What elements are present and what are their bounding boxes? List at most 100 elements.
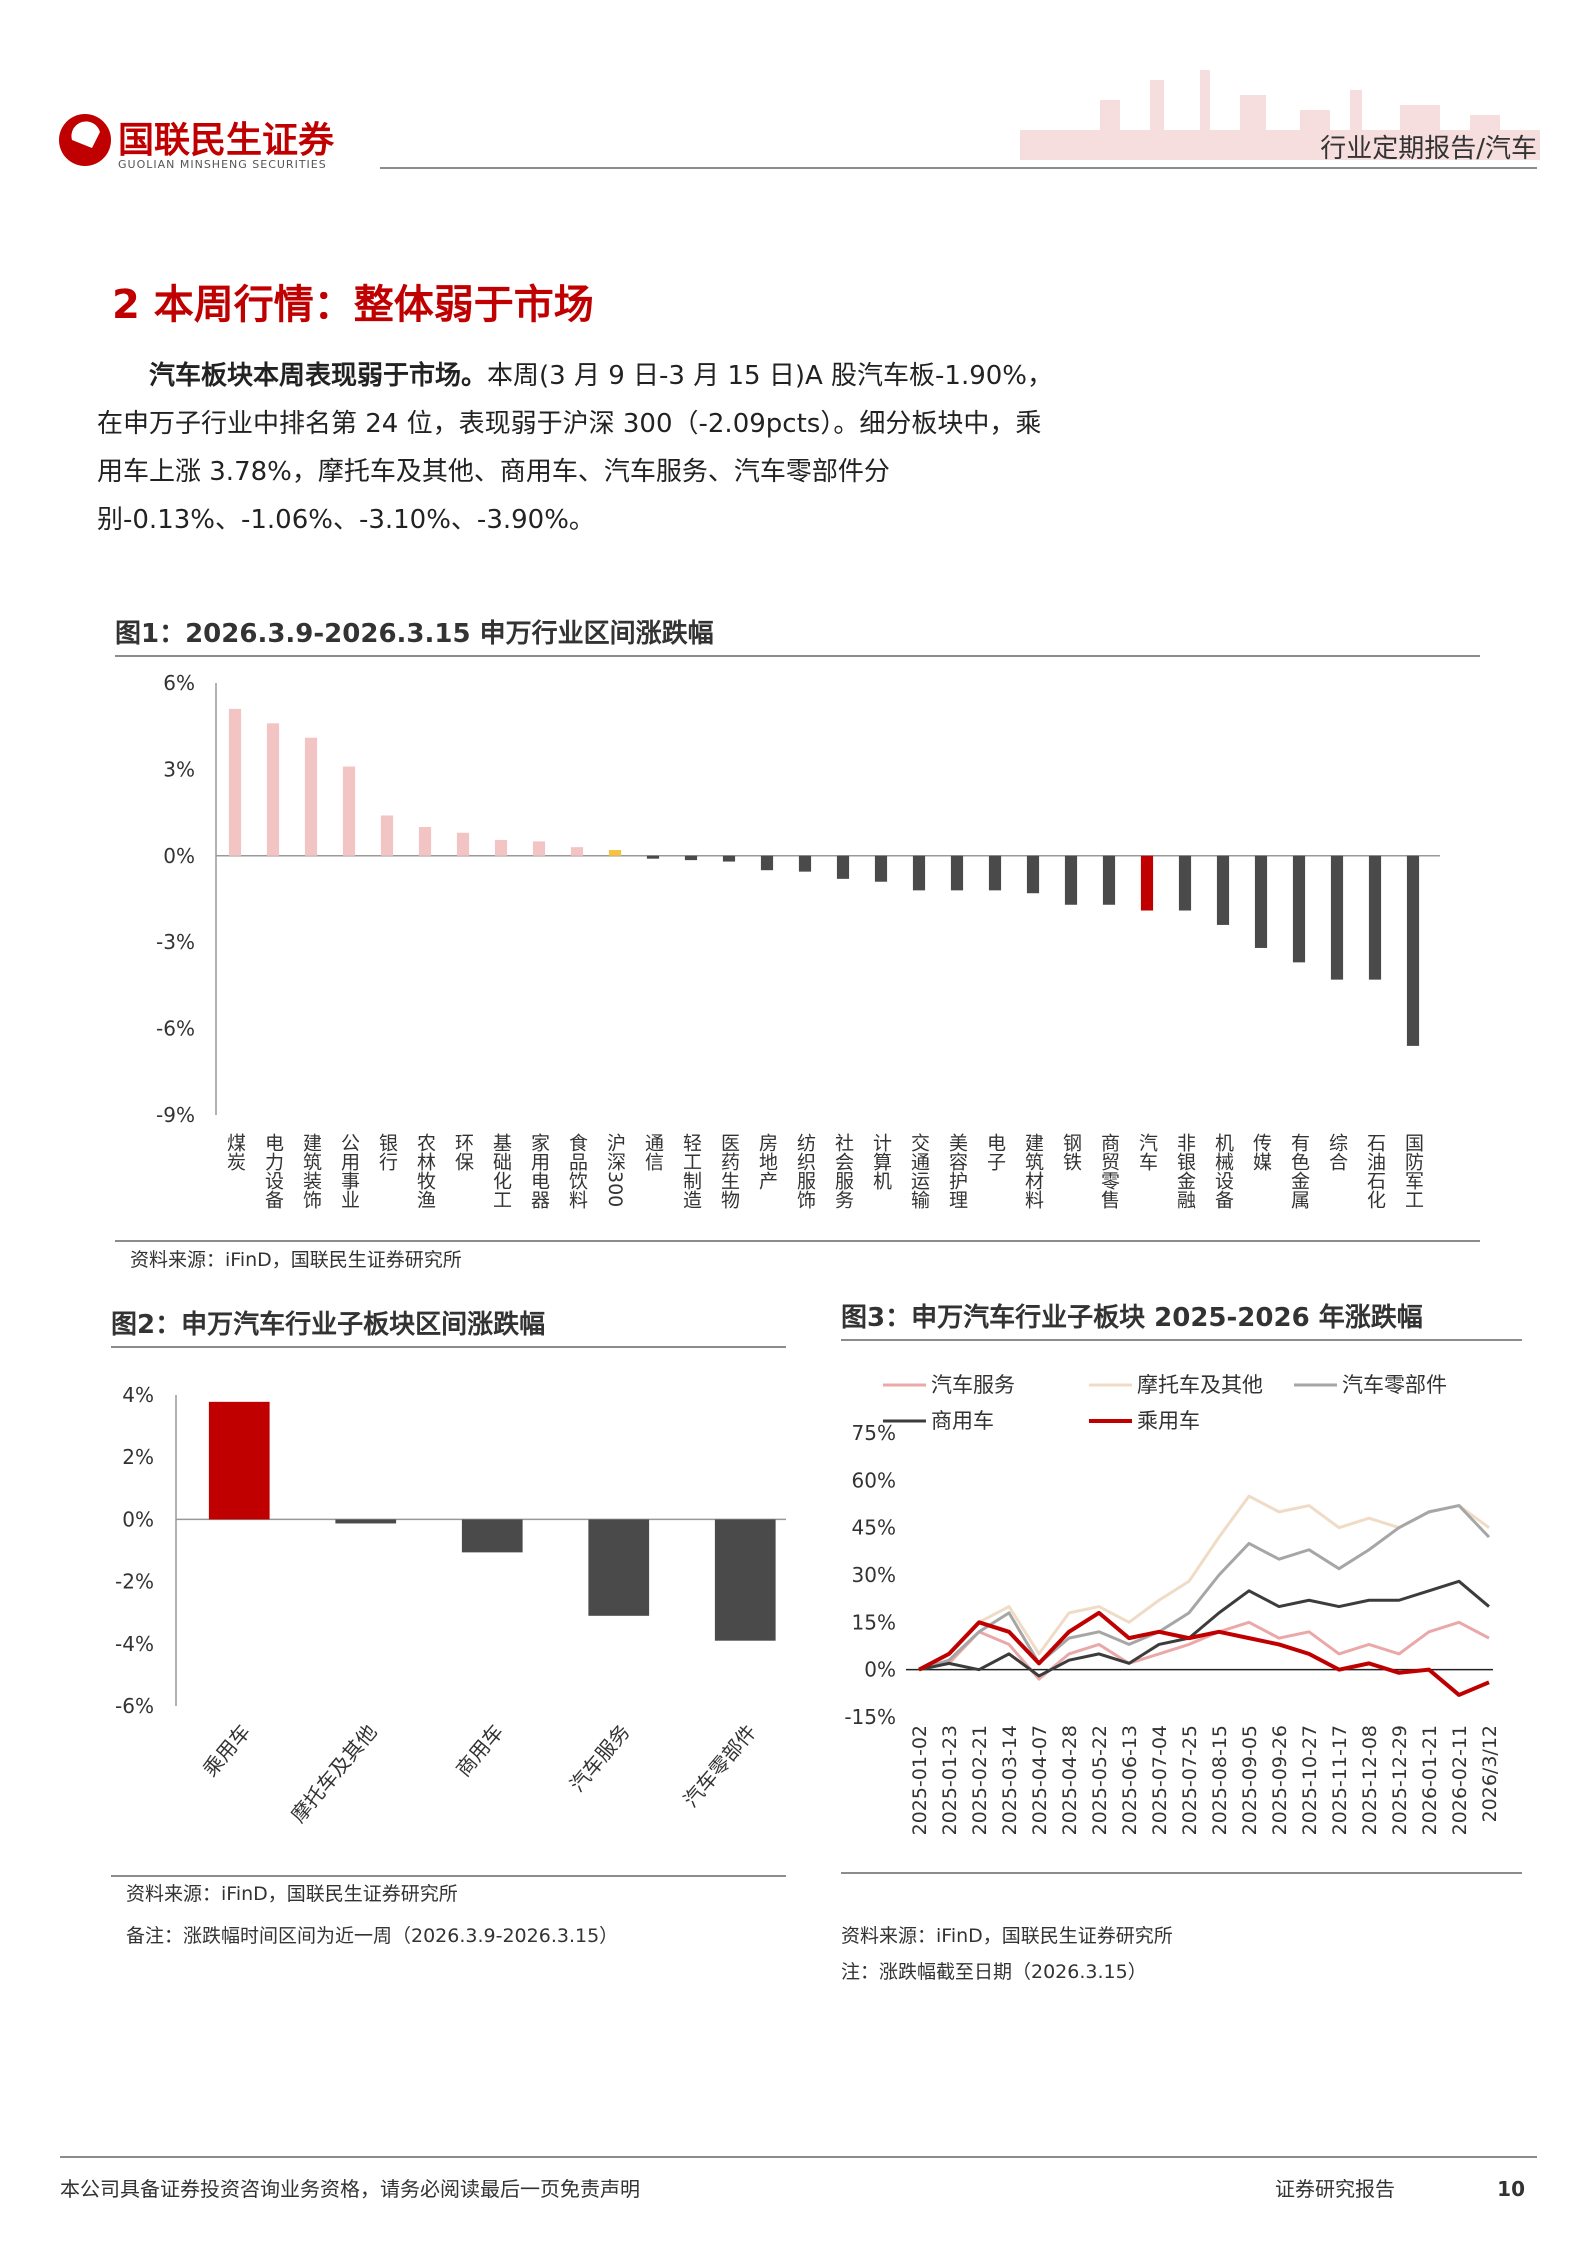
x-tick-label: 商贸零售 bbox=[1098, 1133, 1120, 1209]
x-tick-label: 有色金属 bbox=[1288, 1133, 1310, 1210]
y-tick-label: -9% bbox=[156, 1103, 195, 1127]
x-tick-label: 沪深300 bbox=[604, 1133, 626, 1208]
report-type: 行业定期报告/汽车 bbox=[1320, 134, 1537, 164]
line-series bbox=[918, 1579, 1490, 1678]
legend-label: 汽车服务 bbox=[931, 1373, 1015, 1397]
footer: 本公司具备证券投资咨询业务资格，请务必阅读最后一页免责声明 证券研究报告 10 bbox=[60, 2156, 1537, 2201]
footer-label: 证券研究报告 bbox=[1275, 2177, 1395, 2201]
bar bbox=[1064, 855, 1078, 905]
x-tick-label: 2025-01-02 bbox=[909, 1725, 931, 1835]
bar bbox=[874, 855, 888, 882]
figure-title: 图3：申万汽车行业子板块 2025-2026 年涨跌幅 bbox=[841, 1302, 1423, 1333]
line-series bbox=[918, 1610, 1490, 1697]
bar bbox=[1026, 855, 1040, 894]
x-tick-label: 2025-04-07 bbox=[1029, 1725, 1051, 1835]
bar bbox=[1140, 855, 1154, 911]
x-tick-label: 2025-10-27 bbox=[1299, 1725, 1321, 1835]
x-tick-label: 环保 bbox=[452, 1133, 474, 1171]
x-tick-label: 乘用车 bbox=[198, 1720, 255, 1781]
bar bbox=[714, 1519, 776, 1641]
legend-label: 乘用车 bbox=[1137, 1409, 1200, 1433]
x-tick-label: 汽车 bbox=[1136, 1133, 1158, 1171]
bar bbox=[798, 855, 812, 872]
x-tick-label: 计算机 bbox=[870, 1133, 892, 1190]
y-tick-label: -15% bbox=[844, 1705, 896, 1729]
bar bbox=[304, 737, 318, 856]
x-tick-label: 钢铁 bbox=[1060, 1133, 1082, 1171]
y-tick-label: 4% bbox=[122, 1383, 154, 1407]
bar bbox=[532, 841, 546, 856]
bar bbox=[760, 855, 774, 871]
bar bbox=[461, 1519, 523, 1553]
x-tick-label: 2025-08-15 bbox=[1209, 1725, 1231, 1835]
y-tick-label: -2% bbox=[115, 1570, 154, 1594]
legend-label: 汽车零部件 bbox=[1342, 1373, 1447, 1397]
bar bbox=[418, 827, 432, 856]
x-tick-label: 2025-12-29 bbox=[1389, 1725, 1411, 1835]
x-tick-label: 2025-07-04 bbox=[1149, 1725, 1171, 1835]
note: 注：涨跌幅截至日期（2026.3.15） bbox=[841, 1961, 1147, 1983]
bar bbox=[1216, 855, 1230, 925]
page-number: 10 bbox=[1497, 2177, 1525, 2201]
x-tick-label: 轻工制造 bbox=[680, 1133, 702, 1209]
y-tick-label: 15% bbox=[852, 1610, 896, 1634]
bar bbox=[335, 1519, 397, 1524]
x-tick-label: 2025-09-26 bbox=[1269, 1725, 1291, 1835]
bar bbox=[266, 723, 280, 856]
x-tick-label: 传媒 bbox=[1250, 1133, 1272, 1171]
x-tick-label: 商用车 bbox=[451, 1720, 508, 1781]
x-tick-label: 建筑装饰 bbox=[300, 1133, 322, 1209]
y-tick-label: -3% bbox=[156, 930, 195, 954]
bar bbox=[1102, 855, 1116, 905]
logo-subtext: GUOLIAN MINSHENG SECURITIES bbox=[118, 158, 327, 171]
line-series bbox=[918, 1504, 1491, 1672]
y-tick-label: 0% bbox=[864, 1658, 896, 1682]
x-tick-label: 机械设备 bbox=[1212, 1133, 1234, 1209]
x-tick-label: 纺织服饰 bbox=[794, 1133, 816, 1209]
x-tick-label: 2025-11-17 bbox=[1329, 1725, 1351, 1835]
paragraph: 汽车板块本周表现弱于市场。本周(3 月 9 日-3 月 15 日)A 股汽车板-… bbox=[97, 352, 1057, 544]
header: 国联民生证券 GUOLIAN MINSHENG SECURITIES 行业定期报… bbox=[59, 70, 1540, 171]
legend-label: 摩托车及其他 bbox=[1137, 1373, 1263, 1397]
x-tick-label: 2026/3/12 bbox=[1479, 1725, 1501, 1822]
line-series bbox=[918, 1620, 1490, 1681]
y-tick-label: 0% bbox=[122, 1507, 154, 1531]
x-tick-label: 2025-09-05 bbox=[1239, 1725, 1261, 1835]
y-tick-label: 6% bbox=[163, 671, 195, 695]
x-tick-label: 建筑材料 bbox=[1022, 1133, 1044, 1209]
y-tick-label: 30% bbox=[852, 1563, 896, 1587]
source: 资料来源：iFinD，国联民生证券研究所 bbox=[126, 1883, 458, 1905]
x-tick-label: 国防军工 bbox=[1402, 1133, 1424, 1209]
bar bbox=[950, 855, 964, 891]
bar bbox=[588, 1519, 650, 1616]
x-tick-label: 2025-01-23 bbox=[939, 1725, 961, 1835]
legend-label: 商用车 bbox=[931, 1409, 994, 1433]
note: 备注：涨跌幅时间区间为近一周（2026.3.9-2026.3.15） bbox=[126, 1925, 618, 1947]
x-tick-label: 2026-01-21 bbox=[1419, 1725, 1441, 1835]
bar bbox=[912, 855, 926, 891]
x-tick-label: 社会服务 bbox=[832, 1133, 854, 1209]
x-tick-label: 2025-06-13 bbox=[1119, 1725, 1141, 1835]
x-tick-label: 农林牧渔 bbox=[414, 1133, 436, 1209]
figure-title: 图2：申万汽车行业子板块区间涨跌幅 bbox=[111, 1309, 545, 1340]
bar bbox=[1330, 855, 1344, 980]
x-tick-label: 房地产 bbox=[756, 1133, 778, 1190]
y-tick-label: 60% bbox=[852, 1468, 896, 1492]
x-tick-label: 汽车服务 bbox=[565, 1720, 635, 1797]
x-tick-label: 通信 bbox=[642, 1133, 664, 1171]
section-title: 2 本周行情：整体弱于市场 bbox=[112, 282, 594, 328]
x-tick-label: 电力设备 bbox=[262, 1133, 284, 1209]
bar bbox=[1178, 855, 1192, 911]
x-tick-label: 食品饮料 bbox=[566, 1133, 588, 1209]
x-tick-label: 银行 bbox=[376, 1133, 398, 1171]
paragraph-text: 本周(3 月 9 日-3 月 15 日)A 股汽车板-1.90%，在申万子行业中… bbox=[97, 361, 1054, 535]
logo-icon bbox=[59, 114, 111, 166]
bar bbox=[646, 855, 660, 859]
x-tick-label: 医药生物 bbox=[718, 1133, 740, 1209]
paragraph-lead: 汽车板块本周表现弱于市场。 bbox=[149, 361, 488, 391]
x-tick-label: 汽车零部件 bbox=[678, 1720, 761, 1812]
x-tick-label: 综合 bbox=[1326, 1133, 1348, 1171]
bar bbox=[1406, 855, 1420, 1046]
disclaimer: 本公司具备证券投资咨询业务资格，请务必阅读最后一页免责声明 bbox=[60, 2177, 640, 2201]
